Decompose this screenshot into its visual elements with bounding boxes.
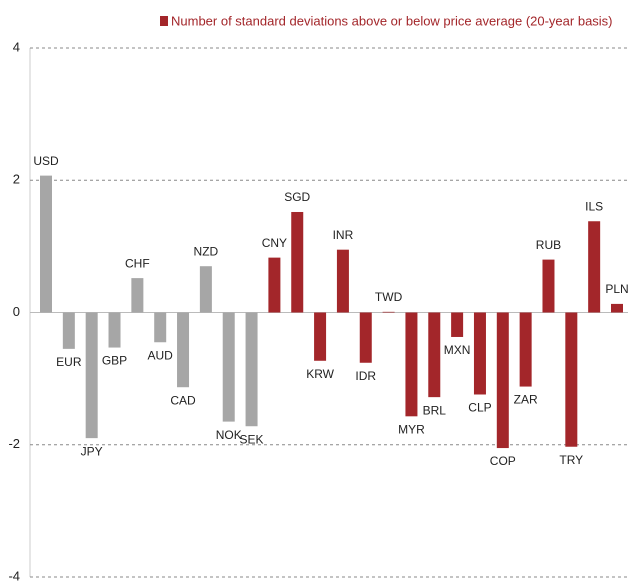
bar-label: COP [490, 454, 516, 468]
bar-label: ILS [585, 199, 603, 213]
bar-label: EUR [56, 355, 82, 369]
bar [291, 211, 304, 313]
bar [428, 312, 441, 398]
bar-label: KRW [306, 367, 334, 381]
bar [519, 312, 532, 387]
bar-label: ZAR [514, 393, 538, 407]
bar-label: JPY [81, 444, 103, 458]
bar [496, 312, 509, 449]
bar-label: CLP [468, 401, 491, 415]
y-tick-label: -2 [8, 436, 20, 451]
bar [611, 303, 623, 313]
bar [108, 312, 121, 348]
bar [177, 312, 190, 388]
bar-label: GBP [102, 354, 127, 368]
y-tick-label: -4 [8, 568, 20, 583]
bar [473, 312, 486, 395]
bar-label: TRY [559, 453, 583, 467]
bar [199, 266, 212, 313]
bar [565, 312, 578, 447]
bar-label: SEK [240, 432, 264, 446]
bar-label: MYR [398, 422, 425, 436]
legend-label: Number of standard deviations above or b… [171, 13, 613, 28]
bar [222, 312, 235, 422]
y-tick-label: 4 [13, 39, 20, 54]
bar-label: BRL [423, 403, 447, 417]
y-tick-label: 2 [13, 172, 20, 187]
y-tick-label: 0 [13, 304, 20, 319]
legend-swatch [160, 16, 168, 26]
bar [131, 278, 144, 313]
bar-label: NOK [216, 428, 242, 442]
bar [382, 311, 395, 313]
bar-label: INR [333, 228, 354, 242]
bar-label: CHF [125, 256, 150, 270]
bar-label: MXN [444, 343, 471, 357]
bar-label: IDR [355, 369, 376, 383]
bar [85, 312, 98, 439]
bar [245, 312, 258, 427]
bar [359, 312, 372, 363]
bar-label: SGD [284, 190, 310, 204]
bar [40, 175, 52, 313]
bar [314, 312, 327, 361]
bar [588, 221, 601, 313]
bar [542, 259, 555, 313]
bar [62, 312, 75, 349]
bar-label: AUD [148, 348, 174, 362]
bar-label: CNY [262, 236, 287, 250]
bar [405, 312, 418, 417]
bar [336, 249, 349, 313]
bar-label: PLN [605, 282, 628, 296]
bar-label: CAD [170, 393, 196, 407]
bar-label: RUB [536, 238, 561, 252]
bar-label: USD [33, 154, 59, 168]
bar-label: NZD [194, 244, 219, 258]
bar [154, 312, 167, 343]
bar-label: TWD [375, 290, 403, 304]
bar [451, 312, 464, 337]
bar [268, 257, 281, 313]
